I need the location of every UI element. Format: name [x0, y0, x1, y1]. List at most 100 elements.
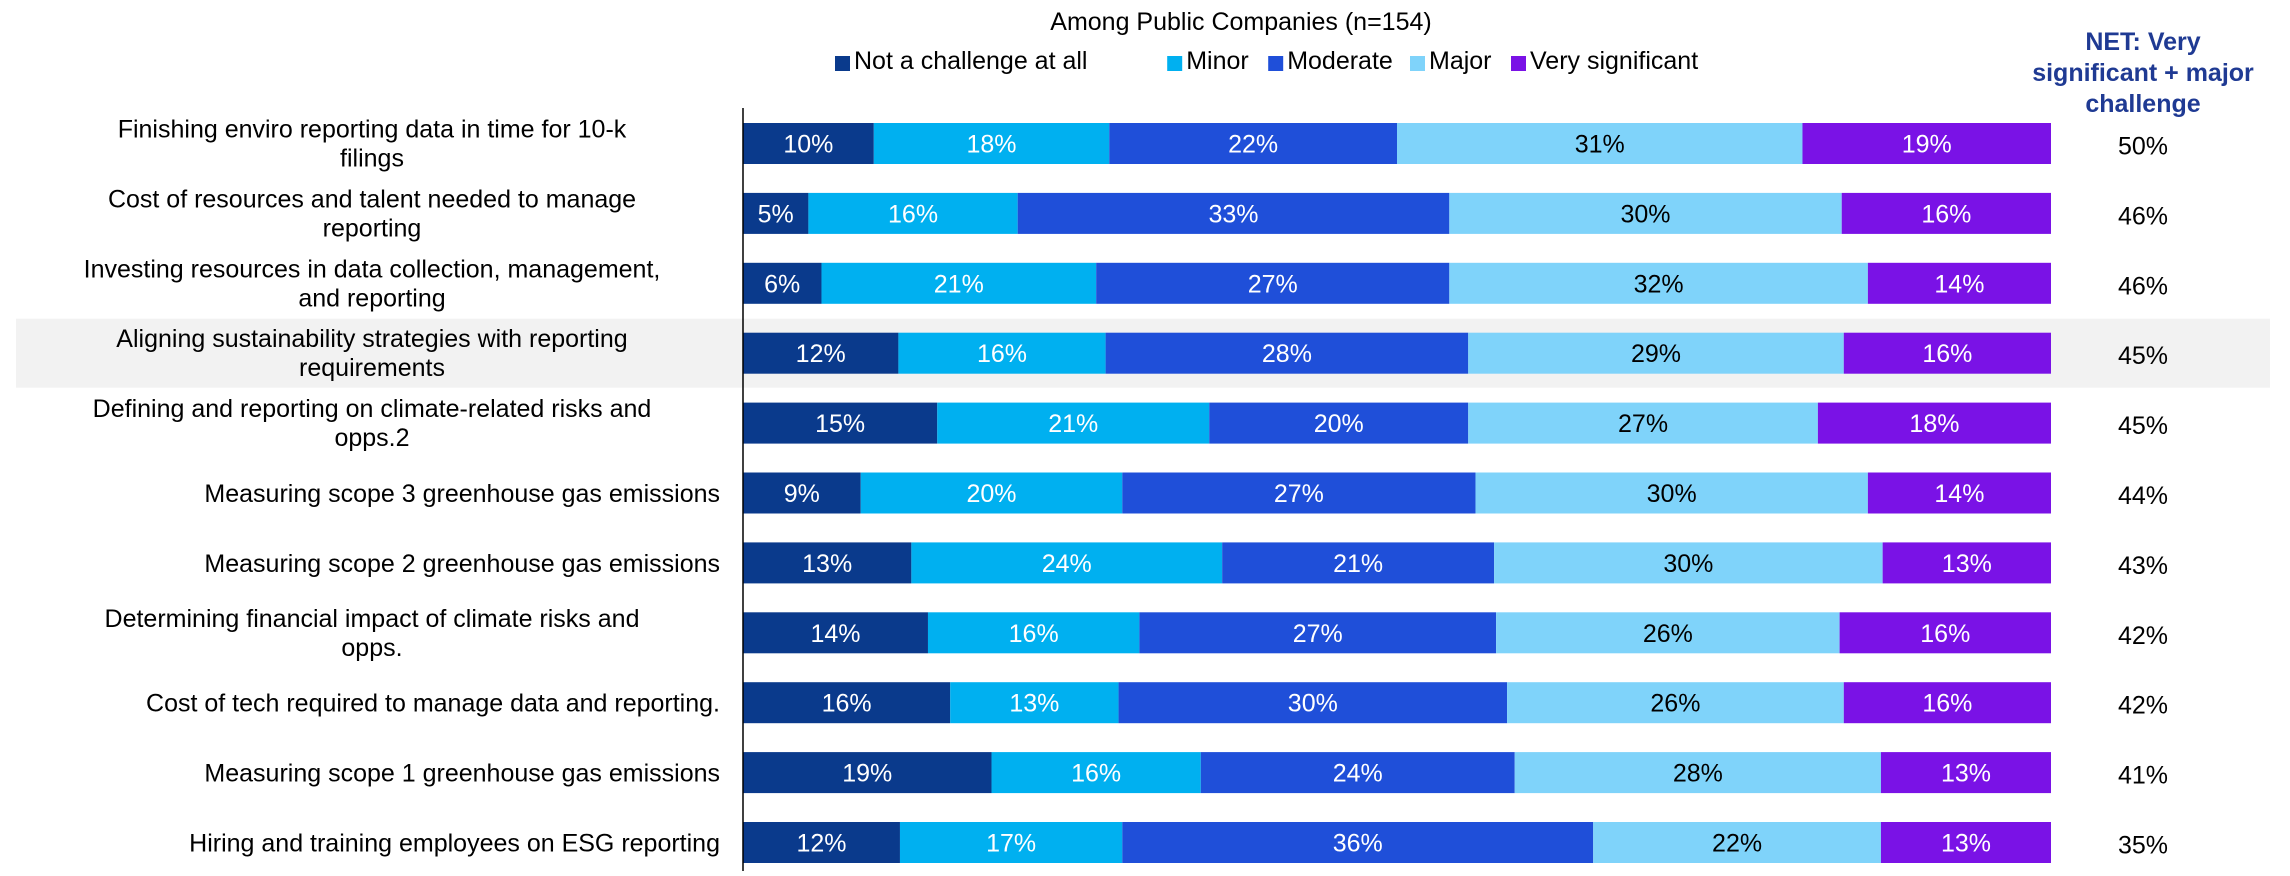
net-value: 44% — [2118, 482, 2168, 510]
bar-segment — [899, 822, 1123, 863]
bar-segment — [1468, 402, 1818, 444]
bar-value-label: 16% — [1921, 200, 1971, 228]
category-label: Hiring and training employees on ESG rep… — [189, 830, 720, 858]
bar-segment — [1867, 262, 2051, 304]
bar-segment — [1880, 752, 2051, 794]
net-value: 35% — [2118, 832, 2168, 860]
category-label: Cost of resources and talent needed to m… — [108, 185, 636, 242]
bar-value-label: 17% — [986, 830, 1036, 858]
bar-segment — [1200, 752, 1515, 794]
legend-swatch — [1167, 56, 1183, 71]
category-label: Determining financial impact of climate … — [105, 605, 640, 662]
bar-value-label: 16% — [1922, 340, 1972, 368]
bar-segment — [1494, 542, 1883, 584]
category-label: Defining and reporting on climate-relate… — [93, 395, 652, 452]
legend-swatch — [835, 56, 850, 71]
bar-segment — [743, 332, 899, 374]
bar-segment — [1496, 612, 1840, 654]
category-label: Measuring scope 3 greenhouse gas emissio… — [204, 480, 720, 508]
bar-segment — [743, 192, 809, 234]
bar-value-label: 24% — [1042, 550, 1092, 578]
bar-value-label: 20% — [1314, 410, 1364, 438]
bar-value-label: 14% — [810, 620, 860, 648]
bar-segment — [898, 332, 1106, 374]
bar-segment — [743, 262, 822, 304]
bar-value-label: 27% — [1618, 410, 1668, 438]
bar-segment — [1397, 123, 1803, 164]
bar-segment — [1841, 192, 2051, 234]
bar-segment — [1843, 332, 2051, 374]
net-column-title: NET: Very significant + major challenge — [2032, 28, 2254, 118]
category-label: Measuring scope 1 greenhouse gas emissio… — [204, 760, 720, 788]
bar-value-label: 30% — [1647, 480, 1697, 508]
bar-segment — [1209, 402, 1469, 444]
bar-value-label: 20% — [966, 480, 1016, 508]
bar-segment — [743, 123, 874, 164]
bar-segment — [1475, 472, 1868, 514]
net-value: 43% — [2118, 552, 2168, 580]
bar-value-label: 14% — [1934, 270, 1984, 298]
bar-value-label: 30% — [1288, 690, 1338, 718]
legend-label: Moderate — [1287, 47, 1393, 75]
bar-segment — [911, 542, 1223, 584]
legend-label: Not a challenge at all — [854, 47, 1087, 75]
bar-segment — [1096, 262, 1450, 304]
bar-segment — [1880, 822, 2051, 863]
bar-value-label: 13% — [1941, 830, 1991, 858]
bar-value-label: 16% — [1009, 620, 1059, 648]
bar-segment — [1593, 822, 1881, 863]
bar-value-label: 10% — [783, 131, 833, 159]
bar-segment — [927, 612, 1140, 654]
net-title-line: challenge — [2085, 90, 2200, 118]
net-value: 46% — [2118, 272, 2168, 300]
bar-segment — [1514, 752, 1881, 794]
bar-segment — [743, 682, 951, 724]
bar-segment — [860, 472, 1123, 514]
chart-title: Among Public Companies (n=154) — [1050, 8, 1431, 36]
bar-value-label: 32% — [1634, 270, 1684, 298]
legend: Not a challenge at all Minor Moderate Major… — [835, 47, 1698, 75]
bar-value-label: 36% — [1333, 830, 1383, 858]
bar-segment — [743, 822, 900, 863]
bar-value-label: 16% — [1920, 620, 1970, 648]
bar-segment — [1122, 822, 1594, 863]
net-title-line: NET: Very — [2085, 28, 2200, 56]
bar-value-label: 16% — [1922, 690, 1972, 718]
legend-label: Very significant — [1530, 47, 1698, 75]
bar-segment — [873, 123, 1110, 164]
net-value: 46% — [2118, 202, 2168, 230]
bar-value-label: 30% — [1620, 200, 1670, 228]
bar-segment — [1222, 542, 1495, 584]
bar-value-label: 9% — [784, 480, 820, 508]
bar-segment — [1109, 123, 1397, 164]
bar-value-label: 27% — [1293, 620, 1343, 648]
bar-segment — [1468, 332, 1844, 374]
category-label: Cost of tech required to manage data and… — [146, 690, 720, 718]
bar-value-label: 19% — [842, 760, 892, 788]
bar-segment — [743, 542, 912, 584]
net-value: 45% — [2118, 342, 2168, 370]
bar-segment — [991, 752, 1201, 794]
bar-segment — [1867, 472, 2051, 514]
bar-segment — [1139, 612, 1497, 654]
legend-swatch — [1511, 56, 1526, 71]
bar-value-label: 21% — [934, 270, 984, 298]
bar-segment — [950, 682, 1119, 724]
bar-value-label: 13% — [1941, 760, 1991, 788]
bar-value-label: 22% — [1228, 131, 1278, 159]
bar-segment — [1882, 542, 2051, 584]
bar-segment — [1507, 682, 1844, 724]
net-title-line: significant + major — [2032, 59, 2254, 87]
bar-value-label: 27% — [1248, 270, 1298, 298]
bar-segment — [808, 192, 1018, 234]
bar-value-label: 28% — [1673, 760, 1723, 788]
bar-value-label: 29% — [1631, 340, 1681, 368]
bar-value-label: 22% — [1712, 830, 1762, 858]
net-value: 42% — [2118, 622, 2168, 650]
category-label: Finishing enviro reporting data in time … — [118, 116, 627, 173]
bar-value-label: 16% — [977, 340, 1027, 368]
bar-segment — [821, 262, 1097, 304]
net-value: 45% — [2118, 412, 2168, 440]
